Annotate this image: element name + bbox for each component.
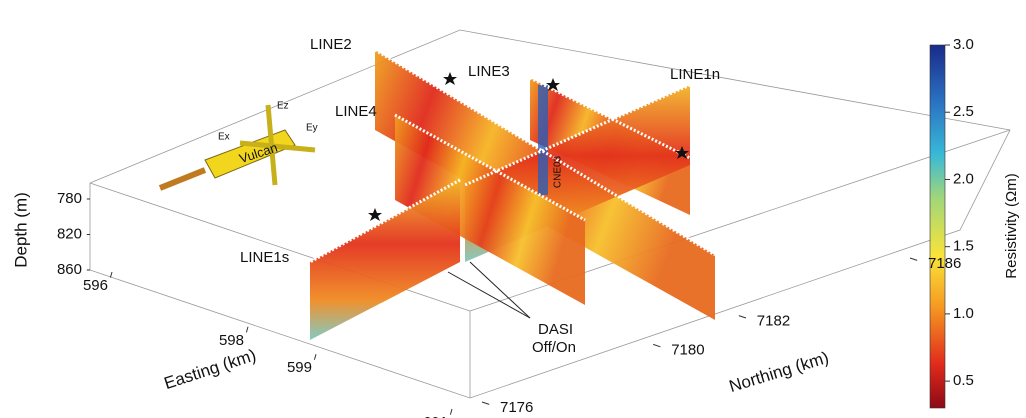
well-label: CNE03 — [553, 155, 564, 188]
colorbar-tick-label: 0.5 — [953, 372, 974, 389]
line-label: LINE1n — [670, 66, 720, 83]
dasi-label: Off/On — [532, 339, 576, 356]
tick-mark — [313, 354, 317, 360]
tick-mark — [738, 315, 747, 319]
colorbar-tick-label: 3.0 — [953, 36, 974, 53]
tick-mark — [245, 326, 249, 333]
line-label: LINE2 — [310, 36, 352, 53]
tick-label: 7182 — [757, 313, 790, 330]
easting-axis-label: Easting (km) — [162, 346, 259, 394]
tick-label: 860 — [57, 261, 82, 278]
tick-mark — [653, 343, 661, 348]
depth-axis-label: Depth (m) — [11, 192, 30, 268]
tick-mark — [909, 257, 918, 261]
tick-label: 7176 — [500, 399, 533, 416]
colorbar-tick-label: 1.0 — [953, 305, 974, 322]
colorbar-tick-label: 2.0 — [953, 170, 974, 187]
dasi-arrows — [447, 261, 531, 319]
component-label: Ex — [218, 132, 230, 143]
tick-label: 780 — [57, 190, 82, 207]
tick-label: 7186 — [928, 255, 961, 272]
component-label: Ey — [306, 123, 318, 134]
vulcan-drawing — [158, 104, 316, 191]
tick-label: 601 — [423, 414, 448, 418]
northing-axis-label: Northing (km) — [727, 348, 831, 396]
sections — [309, 48, 716, 340]
tick-label: 7180 — [671, 341, 704, 358]
tick-label: 820 — [57, 225, 82, 242]
dasi-label: DASI — [538, 321, 573, 338]
tick-label: 599 — [287, 359, 312, 376]
colorbar-tick-label: 2.5 — [953, 103, 974, 120]
tick-mark — [109, 271, 113, 278]
tick-label: 596 — [83, 277, 108, 294]
tick-mark — [481, 401, 490, 405]
line-label: LINE1s — [240, 249, 289, 266]
line-label: LINE4 — [335, 103, 377, 120]
colorbar — [929, 44, 946, 409]
colorbar-tick-label: 1.5 — [953, 238, 974, 255]
tick-label: 598 — [219, 332, 244, 349]
line-label: LINE3 — [468, 63, 510, 80]
colorbar-label: Resistivity (Ωm) — [1003, 173, 1020, 278]
component-label: Ez — [277, 101, 289, 112]
tick-mark — [449, 408, 453, 415]
